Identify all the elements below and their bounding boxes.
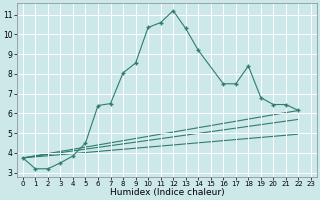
X-axis label: Humidex (Indice chaleur): Humidex (Indice chaleur) [109, 188, 224, 197]
